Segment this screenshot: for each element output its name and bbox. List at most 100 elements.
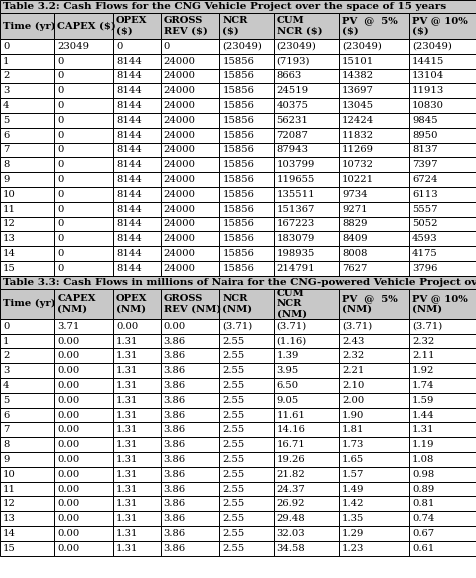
Bar — [338, 217, 408, 231]
Text: 11: 11 — [3, 484, 16, 494]
Text: 1.31: 1.31 — [116, 336, 138, 346]
Text: 29.48: 29.48 — [276, 514, 305, 523]
Bar — [408, 407, 476, 423]
Text: 1.31: 1.31 — [116, 351, 138, 360]
Text: 21.82: 21.82 — [276, 470, 305, 479]
Bar — [273, 246, 338, 261]
Bar — [54, 511, 113, 526]
Text: 1.31: 1.31 — [116, 440, 138, 449]
Bar — [219, 83, 273, 98]
Text: 198935: 198935 — [276, 249, 314, 258]
Text: 1.49: 1.49 — [341, 484, 364, 494]
Bar — [219, 246, 273, 261]
Text: 15856: 15856 — [222, 131, 254, 140]
Text: 8144: 8144 — [116, 190, 142, 199]
Bar — [0, 13, 54, 39]
Bar — [338, 261, 408, 276]
Bar — [338, 202, 408, 217]
Text: 24000: 24000 — [163, 264, 195, 273]
Text: 9: 9 — [3, 175, 10, 184]
Bar — [113, 452, 160, 467]
Bar — [219, 349, 273, 363]
Bar — [273, 467, 338, 481]
Text: 0: 0 — [57, 86, 63, 95]
Bar — [219, 526, 273, 541]
Bar — [273, 187, 338, 202]
Bar — [160, 54, 219, 69]
Bar — [338, 319, 408, 334]
Text: 9: 9 — [3, 455, 10, 464]
Bar — [160, 511, 219, 526]
Bar — [0, 467, 54, 481]
Text: 24000: 24000 — [163, 249, 195, 258]
Bar — [0, 363, 54, 378]
Text: 2.55: 2.55 — [222, 544, 244, 553]
Text: 15: 15 — [3, 544, 16, 553]
Bar — [160, 393, 219, 407]
Bar — [113, 407, 160, 423]
Bar — [273, 289, 338, 319]
Text: 24000: 24000 — [163, 146, 195, 154]
Bar — [338, 378, 408, 393]
Bar — [160, 363, 219, 378]
Text: (23049): (23049) — [222, 42, 262, 51]
Text: 119655: 119655 — [276, 175, 314, 184]
Text: 0.00: 0.00 — [57, 455, 79, 464]
Bar — [113, 334, 160, 349]
Bar — [408, 157, 476, 172]
Text: CUM
NCR ($): CUM NCR ($) — [276, 16, 321, 36]
Text: 1.31: 1.31 — [116, 544, 138, 553]
Bar — [273, 407, 338, 423]
Bar — [54, 157, 113, 172]
Text: 151367: 151367 — [276, 205, 314, 214]
Bar — [160, 261, 219, 276]
Bar — [113, 393, 160, 407]
Text: 2.55: 2.55 — [222, 396, 244, 405]
Text: 2.55: 2.55 — [222, 336, 244, 346]
Bar — [273, 157, 338, 172]
Bar — [160, 452, 219, 467]
Bar — [113, 481, 160, 497]
Text: 0: 0 — [57, 72, 63, 80]
Text: 1.19: 1.19 — [411, 440, 434, 449]
Bar — [338, 423, 408, 437]
Text: 3.86: 3.86 — [163, 499, 185, 508]
Bar — [54, 497, 113, 511]
Bar — [408, 13, 476, 39]
Text: 8144: 8144 — [116, 264, 142, 273]
Bar — [54, 378, 113, 393]
Text: 1.31: 1.31 — [116, 470, 138, 479]
Text: 1.73: 1.73 — [341, 440, 364, 449]
Text: Time (yr): Time (yr) — [3, 21, 56, 31]
Bar — [338, 393, 408, 407]
Bar — [408, 349, 476, 363]
Text: Table 3.2: Cash Flows for the CNG Vehicle Project over the space of 15 years: Table 3.2: Cash Flows for the CNG Vehicl… — [3, 2, 445, 11]
Bar — [0, 349, 54, 363]
Text: 14382: 14382 — [341, 72, 374, 80]
Text: 0: 0 — [163, 42, 169, 51]
Bar — [54, 261, 113, 276]
Text: 5557: 5557 — [411, 205, 437, 214]
Bar — [160, 217, 219, 231]
Text: 7: 7 — [3, 146, 10, 154]
Text: 1.59: 1.59 — [411, 396, 434, 405]
Text: 3.86: 3.86 — [163, 544, 185, 553]
Text: 0: 0 — [57, 160, 63, 169]
Text: 0.00: 0.00 — [57, 499, 79, 508]
Bar — [113, 289, 160, 319]
Text: 15: 15 — [3, 264, 16, 273]
Bar — [273, 128, 338, 143]
Text: 0.00: 0.00 — [57, 484, 79, 494]
Text: 0.00: 0.00 — [57, 529, 79, 538]
Text: 3.71: 3.71 — [57, 322, 79, 331]
Bar — [273, 393, 338, 407]
Text: (7193): (7193) — [276, 57, 309, 66]
Text: 15856: 15856 — [222, 116, 254, 125]
Bar — [160, 407, 219, 423]
Text: 2.43: 2.43 — [341, 336, 364, 346]
Text: 24000: 24000 — [163, 72, 195, 80]
Bar — [160, 423, 219, 437]
Text: 8144: 8144 — [116, 146, 142, 154]
Text: 3: 3 — [3, 366, 10, 375]
Text: 0.00: 0.00 — [57, 336, 79, 346]
